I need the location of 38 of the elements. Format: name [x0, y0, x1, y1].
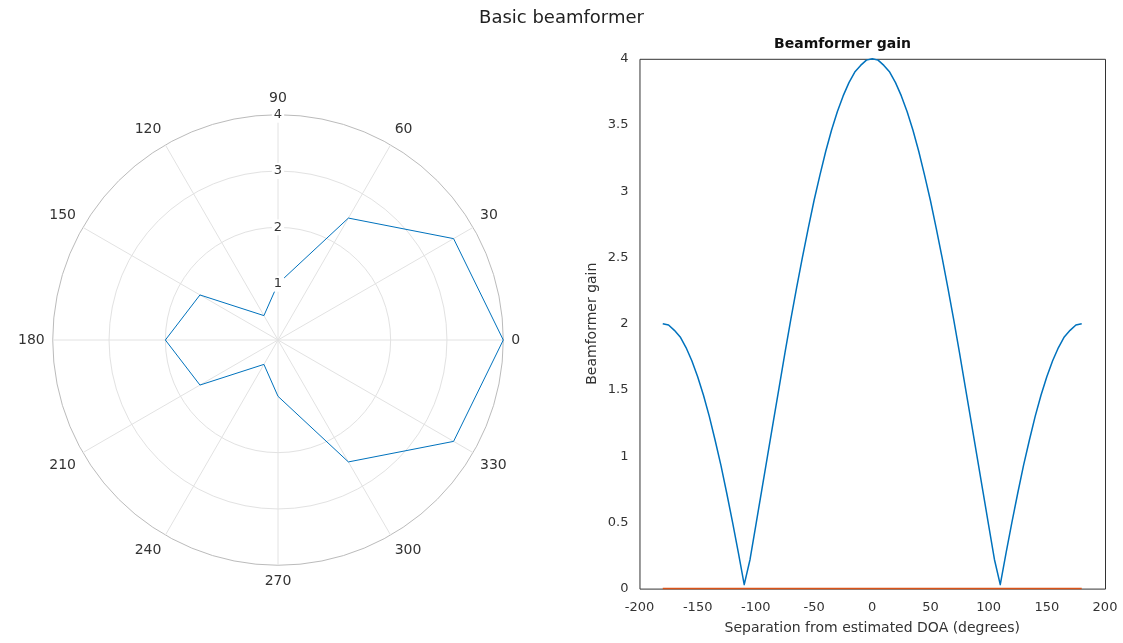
- y-tick-label: 0: [620, 579, 629, 595]
- spoke-label: 300: [394, 541, 422, 558]
- y-tick-label: 2: [620, 315, 629, 331]
- y-tick-label: 3: [620, 182, 629, 198]
- y-tick-label: 2.5: [607, 248, 629, 264]
- y-tick-label: 4: [273, 106, 283, 122]
- x-tick-label: 100: [976, 598, 1002, 614]
- x-tick-label: -50: [803, 598, 825, 614]
- x-tick-label: -100: [741, 598, 771, 614]
- y-tick-label: 0.5: [607, 513, 629, 529]
- spoke-label: 180: [17, 330, 45, 347]
- spoke-label: 210: [49, 455, 76, 472]
- spoke-label: 270: [264, 572, 292, 589]
- y-axis-title: Beamformer gain: [583, 262, 600, 385]
- x-tick-label: -150: [682, 598, 713, 614]
- y-tick-label: 4: [620, 50, 629, 66]
- y-tick-label: 2: [273, 218, 283, 234]
- chart-title: Beamformer gain: [774, 35, 911, 52]
- x-tick-label: 0: [868, 598, 877, 614]
- x-tick-label: 200: [1092, 598, 1118, 614]
- x-axis-title: Separation from estimated DOA (degrees): [724, 619, 1020, 636]
- spoke-label: 0: [511, 330, 521, 347]
- spoke-label: 240: [134, 541, 162, 558]
- y-tick-label: 1.5: [607, 381, 629, 397]
- text: Basic beamformer: [478, 6, 645, 27]
- x-tick-label: 150: [1034, 598, 1060, 614]
- spoke-label: 120: [134, 120, 162, 137]
- y-tick-label: 1: [273, 275, 283, 291]
- spoke-label: 330: [480, 455, 507, 472]
- spoke-label: 60: [394, 120, 413, 137]
- spoke-label: 150: [49, 205, 76, 222]
- spoke-label: 30: [480, 205, 498, 222]
- x-tick-label: 50: [922, 598, 939, 614]
- spoke-label: 90: [269, 88, 287, 105]
- y-tick-label: 3.5: [607, 116, 629, 132]
- y-tick-label: 1: [620, 447, 629, 463]
- y-tick-label: 3: [273, 162, 283, 178]
- x-tick-label: -200: [624, 598, 655, 614]
